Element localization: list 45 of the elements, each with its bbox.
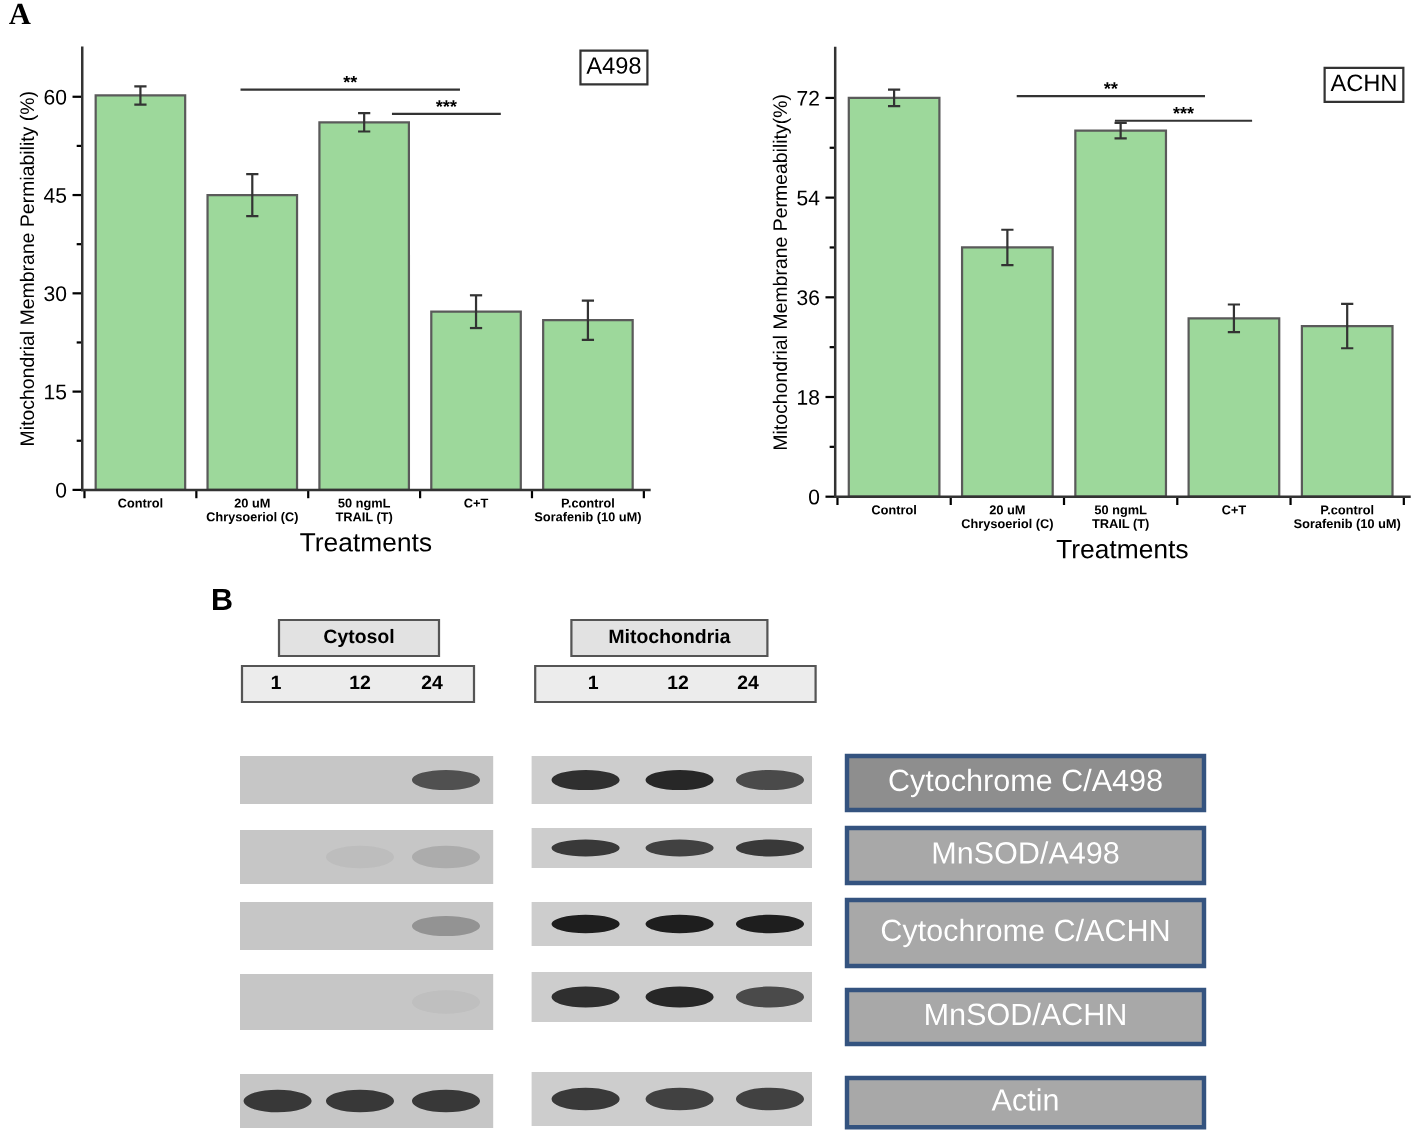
y-tick-label: 0	[809, 489, 820, 505]
y-axis-title: Mitochondrial Membrane Permeability(%)	[772, 95, 791, 450]
text: B	[213, 588, 232, 610]
x-axis-title: Treatments	[300, 533, 432, 552]
text: 12	[668, 675, 689, 690]
text: Actin	[991, 1088, 1058, 1111]
y-tick-label: 0	[56, 482, 67, 498]
bar	[1300, 325, 1394, 497]
bar	[960, 246, 1054, 497]
annotation: ***	[435, 100, 457, 107]
text: Cytochrome C/ACHN	[881, 918, 1169, 948]
text: ACHN	[1330, 74, 1396, 92]
y-tick-label: 45	[43, 188, 67, 203]
bar	[542, 319, 634, 490]
y-tick-label: 54	[797, 190, 820, 206]
text: Cytosol	[324, 628, 394, 648]
y-tick-label: 36	[797, 290, 819, 306]
text: 24	[737, 675, 759, 690]
text: 24	[421, 675, 443, 690]
text: Mitochondria	[609, 628, 731, 644]
bar	[1074, 129, 1168, 497]
text: Cytochrome C/A498	[889, 768, 1162, 798]
y-tick-label: 18	[798, 389, 820, 405]
bar	[94, 94, 187, 490]
text: A	[9, 3, 31, 25]
y-tick-label: 30	[44, 286, 67, 302]
bar	[1187, 317, 1281, 497]
annotation: **	[1103, 82, 1118, 90]
bar	[206, 193, 299, 490]
text: 1	[271, 675, 281, 690]
bar	[847, 96, 941, 497]
text: 1	[589, 675, 599, 690]
y-axis-title: Mitochondrial Membrane Permiability (%)	[19, 92, 38, 445]
bar	[430, 310, 522, 490]
text: 12	[350, 675, 371, 690]
text: MnSOD/ACHN	[926, 1002, 1125, 1026]
y-tick-label: 72	[797, 90, 819, 106]
chart-title: A498	[586, 57, 641, 74]
y-tick-label: 15	[45, 384, 67, 400]
annotation: ***	[1173, 106, 1195, 114]
x-axis-title: Treatments	[1056, 540, 1188, 559]
annotation: **	[343, 75, 358, 83]
y-tick-label: 60	[44, 89, 67, 105]
text: MnSOD/A498	[933, 841, 1119, 864]
bar	[318, 121, 411, 490]
